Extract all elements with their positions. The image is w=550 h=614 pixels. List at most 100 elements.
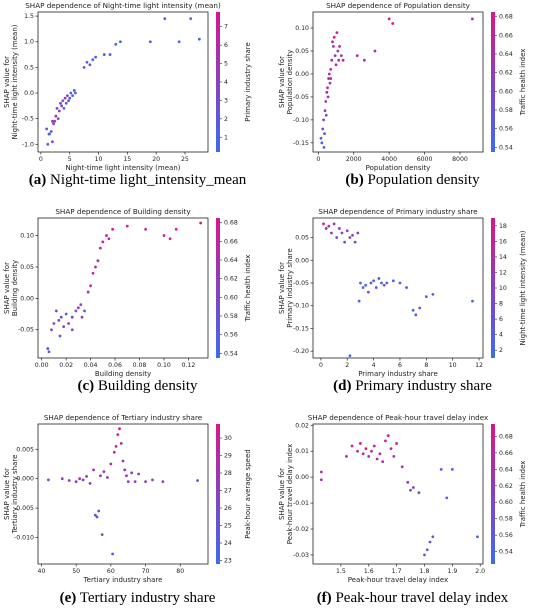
scatter-point xyxy=(62,325,66,329)
scatter-point xyxy=(68,96,72,100)
scatter-point xyxy=(450,467,454,471)
caption-letter: (f) xyxy=(316,590,332,606)
scatter-point xyxy=(91,271,95,275)
colorbar-tick-label: 0.54 xyxy=(499,549,513,556)
colorbar-tick-label: 4 xyxy=(224,79,228,86)
scatter-point xyxy=(59,101,62,105)
scatter-point xyxy=(92,468,95,472)
colorbar xyxy=(216,12,220,152)
y-tick-label: -0.20 xyxy=(293,348,309,355)
scatter-point xyxy=(55,107,59,110)
colorbar-label: Night-time light intensity (mean) xyxy=(519,230,527,345)
y-tick-label: -0.10 xyxy=(293,117,309,124)
scatter-point xyxy=(384,439,387,443)
scatter-point xyxy=(67,479,71,482)
scatter-point xyxy=(107,237,111,241)
scatter-point xyxy=(130,471,134,475)
colorbar-tick-label: 0.66 xyxy=(499,450,513,457)
plot-frame xyxy=(312,423,484,565)
scatter-point xyxy=(57,109,61,113)
plot-frame xyxy=(37,11,209,153)
scatter-point xyxy=(74,91,77,95)
colorbar-tick-label: 0.62 xyxy=(499,70,513,77)
x-tick-label: 2000 xyxy=(346,156,362,163)
y-tick-label: 0.05 xyxy=(295,48,309,55)
colorbar-tick-label: 12 xyxy=(499,269,507,276)
y-tick-label: -1.0 xyxy=(22,141,34,148)
scatter-point xyxy=(65,94,69,97)
scatter-point xyxy=(411,308,415,312)
scatter-point xyxy=(74,309,78,313)
scatter-point xyxy=(85,60,89,64)
scatter-point xyxy=(99,474,102,478)
scatter-chart: SHAP dependence of Night-time light inte… xyxy=(3,1,252,172)
scatter-point xyxy=(471,299,474,303)
y-tick-label: 0.005 xyxy=(16,446,34,453)
chart-panel-1: SHAP dependence of Night-time light inte… xyxy=(0,0,275,172)
scatter-point xyxy=(337,58,341,62)
x-tick-label: 6 xyxy=(398,362,402,369)
plot-frame xyxy=(312,11,484,153)
scatter-point xyxy=(59,315,63,319)
scatter-point xyxy=(350,444,354,448)
scatter-point xyxy=(322,118,326,122)
y-tick-label: 0.00 xyxy=(295,71,309,78)
scatter-point xyxy=(387,17,391,21)
scatter-point xyxy=(97,509,101,513)
colorbar xyxy=(216,218,220,358)
scatter-point xyxy=(114,444,118,448)
x-tick-label: 0 xyxy=(319,362,323,369)
x-tick-label: 25 xyxy=(181,156,189,163)
x-tick-label: 70 xyxy=(142,568,150,575)
scatter-point xyxy=(343,240,347,244)
colorbar-tick-label: 7 xyxy=(224,24,228,31)
scatter-point xyxy=(111,552,114,556)
scatter-point xyxy=(400,465,404,469)
scatter-point xyxy=(476,535,479,539)
scatter-point xyxy=(364,447,368,451)
scatter-chart: SHAP dependence of Building density 0.00 0… xyxy=(3,207,252,378)
scatter-point xyxy=(100,533,104,536)
colorbar-tick-label: 27 xyxy=(224,488,232,495)
scatter-point xyxy=(98,246,102,250)
colorbar-tick-label: 0.64 xyxy=(224,257,238,264)
x-tick-label: 20 xyxy=(152,156,160,163)
colorbar xyxy=(216,424,220,564)
colorbar-tick-label: 26 xyxy=(224,505,232,512)
y-tick-label: 0.01 xyxy=(295,448,309,455)
colorbar-tick-label: 4 xyxy=(499,332,503,339)
scatter-point xyxy=(72,89,76,92)
scatter-point xyxy=(58,334,62,338)
x-tick-label: 0.12 xyxy=(182,362,196,369)
scatter-point xyxy=(372,444,376,448)
plot-frame xyxy=(37,217,209,359)
scatter-point xyxy=(362,58,366,62)
caption-text: Population density xyxy=(367,172,480,188)
scatter-point xyxy=(102,470,106,474)
scatter-point xyxy=(126,480,130,484)
scatter-point xyxy=(358,442,362,445)
y-axis-label: SHAP value forPrimary industry share xyxy=(278,248,294,328)
scatter-point xyxy=(319,478,323,482)
x-tick-label: 5 xyxy=(68,156,72,163)
x-tick-label: 0 xyxy=(39,156,43,163)
x-tick-label: 0.02 xyxy=(59,362,73,369)
scatter-point xyxy=(148,40,152,44)
scatter-point xyxy=(47,350,51,354)
scatter-point xyxy=(78,477,82,481)
scatter-point xyxy=(47,132,51,136)
x-tick-label: 6000 xyxy=(417,156,433,163)
scatter-point xyxy=(331,45,335,48)
scatter-point xyxy=(189,17,193,21)
scatter-point xyxy=(82,65,86,69)
x-tick-label: 80 xyxy=(176,568,184,575)
x-axis-label: Building density xyxy=(95,370,151,378)
scatter-point xyxy=(52,322,56,325)
scatter-point xyxy=(109,462,113,466)
scatter-point xyxy=(329,67,333,71)
scatter-point xyxy=(324,227,328,230)
scatter-point xyxy=(116,433,120,436)
colorbar-label: Traffic health index xyxy=(519,49,527,117)
scatter-point xyxy=(322,222,325,226)
